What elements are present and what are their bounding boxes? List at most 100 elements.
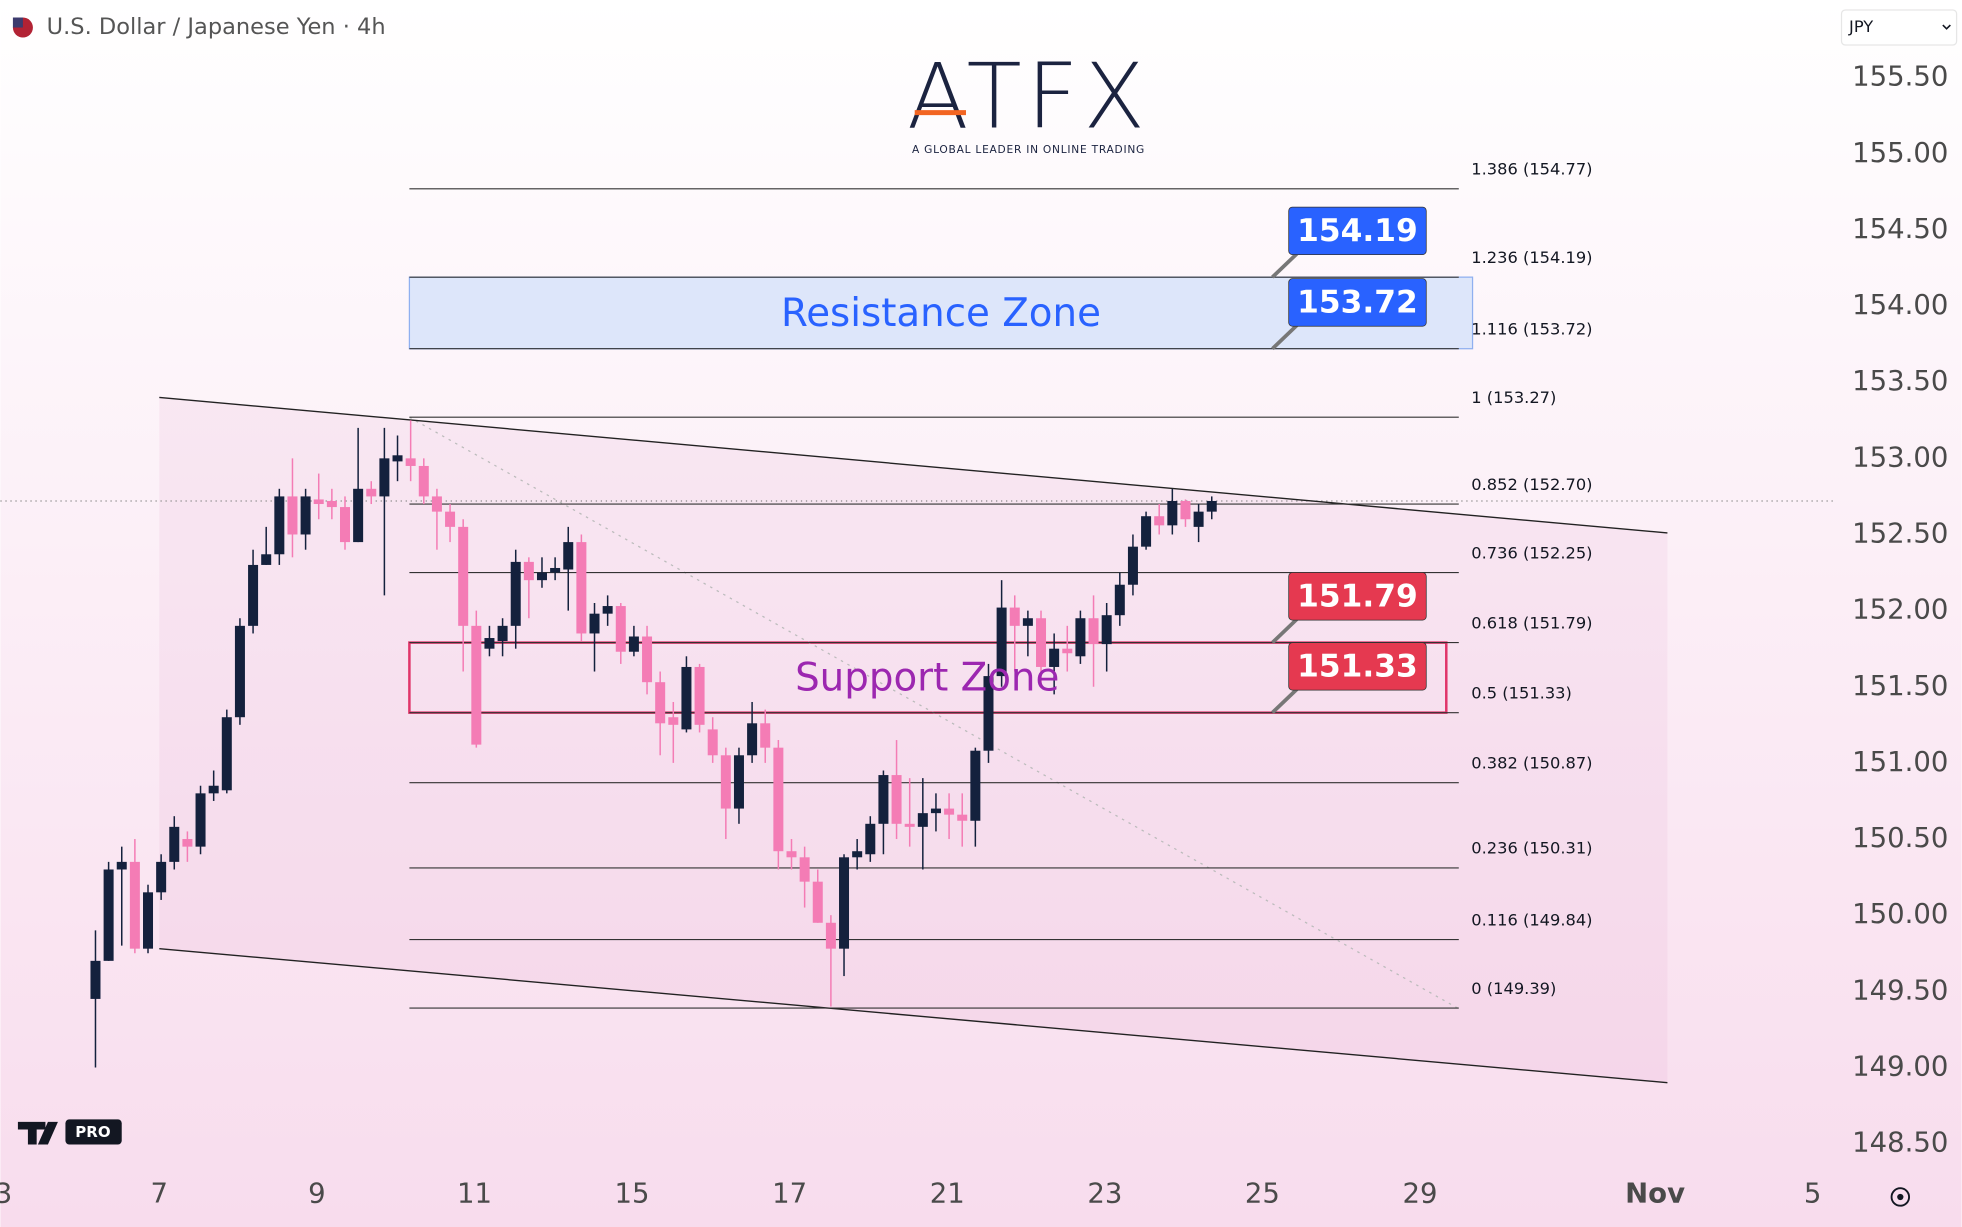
- x-tick-label: 11: [457, 1177, 492, 1209]
- candle-body: [628, 636, 639, 652]
- x-tick-label: Nov: [1625, 1177, 1685, 1209]
- candle-body: [786, 851, 797, 858]
- y-tick-label: 150.50: [1852, 822, 1948, 854]
- candle-body: [129, 861, 140, 949]
- candle-body: [156, 861, 167, 893]
- symbol-title: U.S. Dollar / Japanese Yen · 4h: [47, 14, 386, 40]
- y-tick-label: 154.00: [1852, 289, 1948, 321]
- candle-body: [431, 496, 442, 512]
- channel-line: [159, 947, 1668, 1084]
- candle-body: [930, 808, 941, 814]
- price-tag: [1288, 278, 1427, 327]
- candle-body: [694, 666, 705, 725]
- currency-dropdown[interactable]: [1840, 9, 1958, 46]
- candle-body: [852, 851, 863, 858]
- candle-body: [655, 682, 666, 724]
- candle-body: [248, 564, 259, 626]
- candle-body: [642, 636, 653, 683]
- candle-body: [1127, 546, 1138, 585]
- candle-body: [313, 499, 324, 505]
- fib-label: 0.852 (152.70): [1471, 475, 1592, 494]
- candle-body: [143, 892, 154, 949]
- candle-body: [261, 554, 272, 565]
- candle-body: [182, 839, 193, 847]
- settings-icon[interactable]: [1890, 1187, 1911, 1207]
- x-tick-label: 17: [772, 1177, 807, 1209]
- candle-body: [996, 607, 1007, 677]
- candle-body: [471, 625, 482, 745]
- fib-label: 0.736 (152.25): [1471, 543, 1592, 562]
- candle-body: [917, 813, 928, 827]
- x-tick-label: 15: [615, 1177, 650, 1209]
- candle-body: [392, 455, 403, 462]
- fib-label: 0 (149.39): [1471, 979, 1556, 998]
- candle-body: [1114, 584, 1125, 616]
- candle-body: [103, 869, 114, 961]
- channel-line: [159, 396, 1668, 534]
- candle-body: [1141, 516, 1152, 547]
- candle-body: [379, 458, 390, 497]
- candle-body: [523, 561, 534, 581]
- candle-body: [983, 676, 994, 751]
- candle-body: [208, 785, 219, 794]
- y-tick-label: 152.00: [1852, 594, 1948, 626]
- candle-body: [116, 861, 127, 870]
- candle-body: [878, 775, 889, 824]
- candle-body: [339, 507, 350, 543]
- y-tick-label: 154.50: [1852, 213, 1948, 245]
- candle-body: [353, 488, 364, 543]
- price-tag-label: 153.72: [1297, 285, 1418, 321]
- candle-body: [1075, 618, 1086, 657]
- candle-body: [1036, 618, 1047, 667]
- price-tag-label: 154.19: [1297, 213, 1418, 249]
- candle-body: [720, 755, 731, 809]
- y-tick-label: 150.00: [1852, 898, 1948, 930]
- x-tick-label: 3: [0, 1177, 12, 1209]
- candle-body: [615, 606, 626, 652]
- price-tag: [1288, 642, 1427, 691]
- candle-body: [773, 747, 784, 852]
- candle-body: [681, 666, 692, 730]
- y-tick-label: 151.00: [1852, 746, 1948, 778]
- candle-body: [366, 488, 377, 497]
- x-tick-label: 7: [151, 1177, 169, 1209]
- candle-body: [405, 458, 416, 466]
- y-tick-label: 149.50: [1852, 974, 1948, 1006]
- candle-body: [510, 561, 521, 626]
- zone-label: Resistance Zone: [781, 291, 1101, 336]
- candle-body: [760, 723, 771, 748]
- x-tick-label: 21: [930, 1177, 965, 1209]
- candle-body: [1062, 648, 1073, 654]
- fib-label: 1.236 (154.19): [1471, 248, 1592, 267]
- fib-label: 0.618 (151.79): [1471, 613, 1592, 632]
- candle-body: [825, 922, 836, 949]
- candle-body: [891, 775, 902, 824]
- candle-body: [904, 823, 915, 827]
- candle-body: [707, 729, 718, 756]
- price-tag: [1288, 206, 1427, 256]
- candle-body: [589, 613, 600, 634]
- fib-label: 1.116 (153.72): [1471, 319, 1592, 338]
- fib-label: 0.5 (151.33): [1471, 683, 1572, 702]
- candle-body: [234, 625, 245, 718]
- currency-label: JPY: [1848, 17, 1873, 36]
- candle-body: [484, 638, 495, 649]
- candle-body: [1167, 500, 1178, 526]
- candle-body: [221, 717, 232, 791]
- y-tick-label: 155.50: [1852, 61, 1948, 93]
- candle-body: [1101, 615, 1112, 645]
- candle-body: [300, 496, 311, 535]
- candle-body: [1154, 516, 1165, 526]
- fib-label: 0.382 (150.87): [1471, 753, 1592, 772]
- candle-body: [1022, 618, 1033, 626]
- candle-body: [747, 723, 758, 756]
- candle-body: [287, 496, 298, 535]
- candle-body: [576, 542, 587, 634]
- candle-body: [1193, 511, 1204, 527]
- candle-body: [274, 496, 285, 555]
- y-tick-label: 149.00: [1852, 1050, 1948, 1082]
- price-tag: [1288, 572, 1427, 621]
- candle-body: [970, 750, 981, 821]
